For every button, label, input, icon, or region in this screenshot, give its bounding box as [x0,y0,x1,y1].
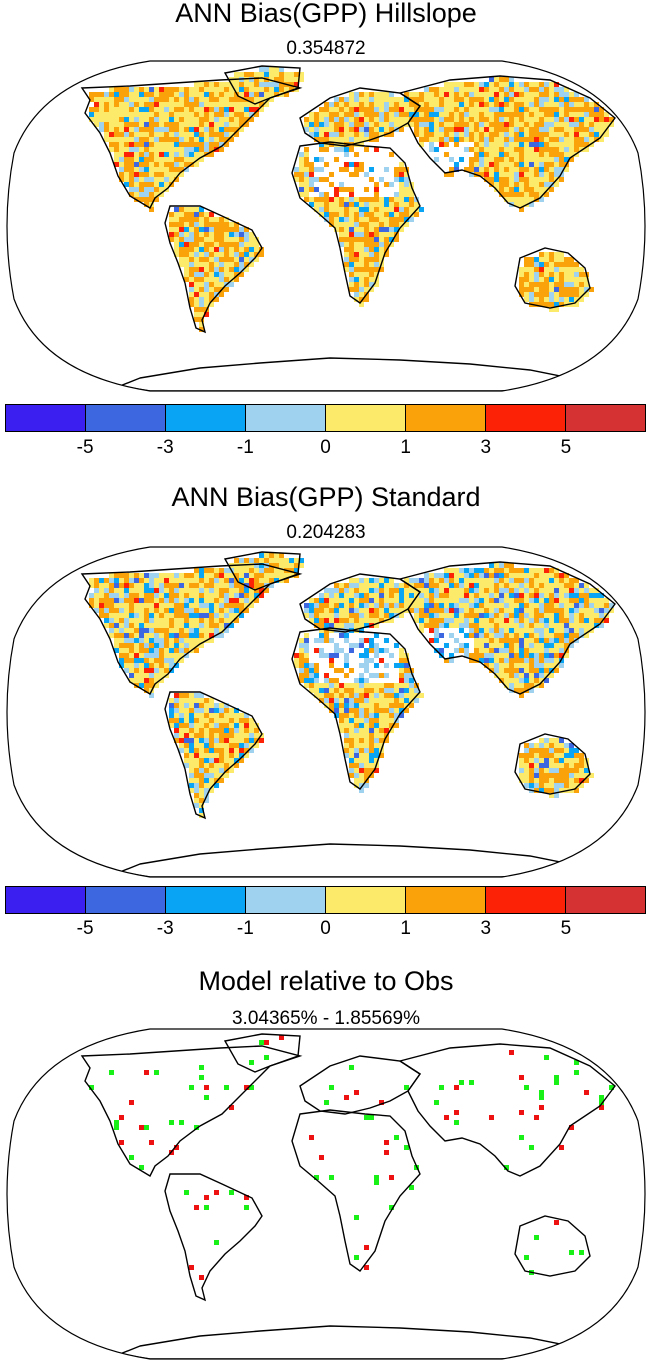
colorbar-1-ticks: -5 -3 -1 0 1 3 5 [0,437,652,461]
coastline-asia [398,561,616,695]
colorbar-tick-label: 1 [400,437,411,458]
coastline-africa [291,627,421,790]
coastline-greenland [223,1033,301,1073]
colorbar-segment [406,405,486,431]
colorbar-tick-label: 5 [560,437,572,458]
map-border [6,60,646,392]
coastline-africa [291,1109,421,1272]
colorbar-segment [166,887,246,913]
colorbar-tick-label: -3 [156,437,174,458]
colorbar-2-ticks: -5 -3 -1 0 1 3 5 [0,918,652,942]
colorbar-tick-label: 5 [560,918,572,939]
colorbar-segment [486,405,566,431]
colorbar-segment [86,887,166,913]
colorbar-tick-label: 3 [480,437,492,458]
colorbar-segment [566,887,645,913]
panel-1-subtitle: 0.354872 [286,38,366,59]
colorbar-tick-label: -5 [76,437,94,458]
colorbar-segment [566,405,645,431]
coastline-australia [514,733,591,795]
panel-2-subtitle: 0.204283 [286,522,366,543]
coastline-antarctica [117,1325,583,1359]
colorbar-tick-label: 3 [480,918,492,939]
coastline-greenland [223,551,301,591]
colorbar-segment [326,887,406,913]
colorbar-tick-label: -5 [76,918,94,939]
colorbar-2 [5,886,646,914]
panel-3-subtitle: 3.04365% - 1.85569% [231,1008,421,1029]
colorbar-tick-label: 1 [400,918,411,939]
map-hillslope [6,60,646,392]
coastline-europe [299,87,421,147]
colorbar-segment [246,887,326,913]
colorbar-1 [5,404,646,432]
coastline-samerica [164,205,263,334]
colorbar-tick-label: 0 [320,918,331,939]
colorbar-segment [486,887,566,913]
map-relative [6,1028,646,1360]
coastline-asia [398,1043,616,1177]
colorbar-segment [86,405,166,431]
coastline-samerica [164,1173,263,1302]
colorbar-segment [6,405,86,431]
coastline-samerica [164,691,263,820]
coastline-africa [291,141,421,304]
map-border [6,1028,646,1360]
coastline-namerica [80,77,303,209]
coastline-greenland [223,65,301,105]
coastline-antarctica [117,843,583,877]
coastline-australia [514,247,591,309]
coastline-antarctica [117,357,583,391]
colorbar-segment [246,405,326,431]
colorbar-tick-label: 0 [320,437,331,458]
colorbar-segment [326,405,406,431]
map-border [6,546,646,878]
panel-1-title: ANN Bias(GPP) Hillslope [175,0,477,28]
coastline-europe [299,573,421,633]
colorbar-segment [406,887,486,913]
colorbar-tick-label: -3 [156,918,174,939]
coastline-europe [299,1055,421,1115]
colorbar-segment [6,887,86,913]
colorbar-segment [166,405,246,431]
colorbar-tick-label: -1 [236,918,254,939]
colorbar-tick-label: -1 [236,437,254,458]
map-standard [6,546,646,878]
coastline-asia [398,75,616,209]
coastline-namerica [80,563,303,695]
panel-3-title: Model relative to Obs [198,966,454,996]
panel-2-title: ANN Bias(GPP) Standard [171,482,481,512]
coastline-namerica [80,1045,303,1177]
coastline-australia [514,1215,591,1277]
